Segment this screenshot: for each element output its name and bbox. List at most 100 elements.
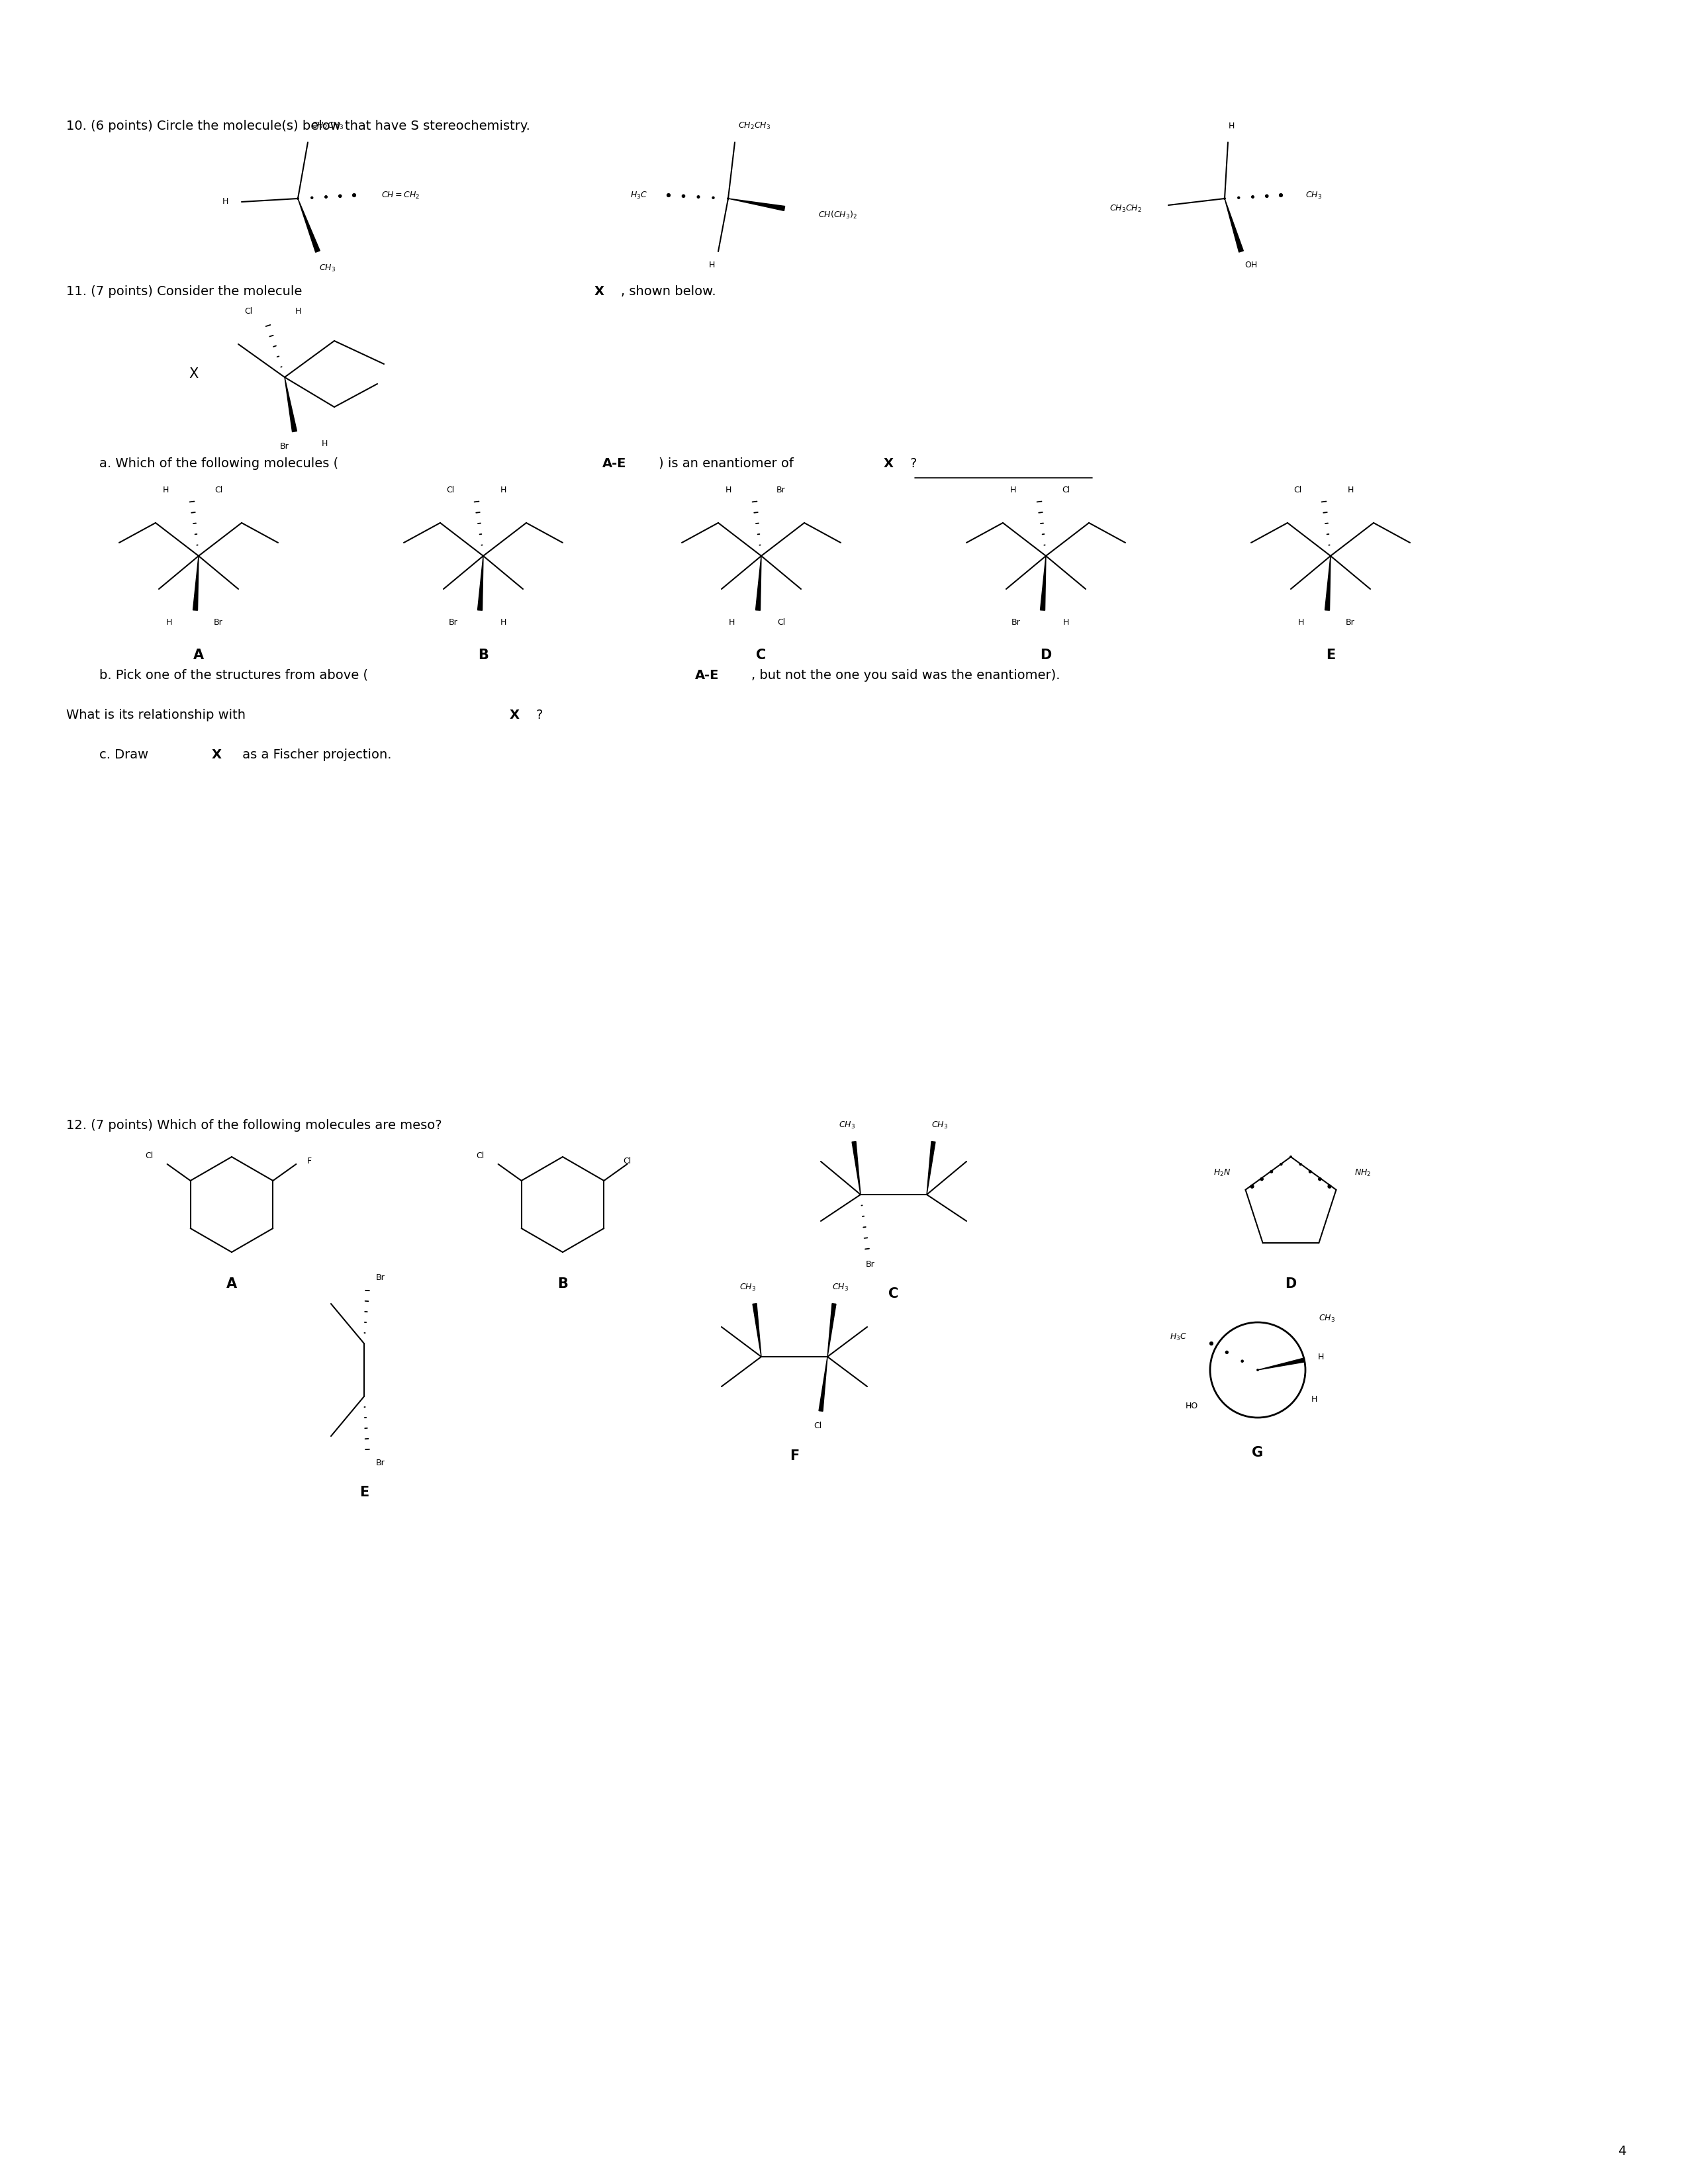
Circle shape: [1251, 197, 1254, 199]
Circle shape: [339, 194, 341, 197]
Text: Br: Br: [280, 443, 289, 452]
Text: OH: OH: [1244, 260, 1258, 269]
Text: as a Fischer projection.: as a Fischer projection.: [238, 749, 392, 760]
Text: H: H: [1009, 485, 1016, 494]
Circle shape: [682, 194, 685, 197]
Text: ?: ?: [537, 708, 544, 721]
Text: E: E: [360, 1485, 368, 1498]
Circle shape: [1271, 1171, 1273, 1173]
Polygon shape: [819, 1356, 827, 1411]
Text: Cl: Cl: [1062, 485, 1070, 494]
Text: , but not the one you said was the enantiomer).: , but not the one you said was the enant…: [751, 668, 1060, 681]
Circle shape: [1280, 194, 1283, 197]
Text: 10. (6 points) Circle the molecule(s) below that have S stereochemistry.: 10. (6 points) Circle the molecule(s) be…: [66, 120, 530, 131]
Polygon shape: [1325, 557, 1330, 609]
Text: Cl: Cl: [476, 1151, 484, 1160]
Text: F: F: [307, 1158, 312, 1164]
Text: $CH_2CH_3$: $CH_2CH_3$: [312, 120, 344, 131]
Text: H: H: [221, 197, 228, 205]
Text: 12. (7 points) Which of the following molecules are meso?: 12. (7 points) Which of the following mo…: [66, 1118, 442, 1131]
Text: H: H: [728, 618, 734, 627]
Text: B: B: [557, 1278, 567, 1291]
Text: G: G: [1252, 1446, 1263, 1459]
Text: C: C: [756, 649, 766, 662]
Text: HO: HO: [1185, 1402, 1198, 1411]
Circle shape: [697, 197, 699, 199]
Text: H: H: [1347, 485, 1354, 494]
Circle shape: [1225, 1352, 1229, 1354]
Text: $CH_3$: $CH_3$: [739, 1282, 756, 1293]
Circle shape: [324, 197, 327, 199]
Text: b. Pick one of the structures from above (: b. Pick one of the structures from above…: [100, 668, 368, 681]
Text: H: H: [1063, 618, 1069, 627]
Circle shape: [1261, 1177, 1263, 1182]
Text: X: X: [510, 708, 520, 721]
Text: Cl: Cl: [245, 306, 252, 314]
Polygon shape: [297, 199, 321, 253]
Text: ) is an enantiomer of: ) is an enantiomer of: [658, 456, 798, 470]
Polygon shape: [478, 557, 483, 609]
Text: Br: Br: [1345, 618, 1355, 627]
Text: Cl: Cl: [1293, 485, 1301, 494]
Text: Br: Br: [1011, 618, 1021, 627]
Polygon shape: [1224, 199, 1244, 251]
Text: c. Draw: c. Draw: [100, 749, 152, 760]
Text: H: H: [295, 306, 300, 314]
Text: $CH_2CH_3$: $CH_2CH_3$: [738, 120, 771, 131]
Text: $H_3C$: $H_3C$: [630, 190, 648, 201]
Text: Cl: Cl: [814, 1422, 822, 1431]
Text: Cl: Cl: [776, 618, 785, 627]
Text: X: X: [885, 456, 893, 470]
Text: Br: Br: [214, 618, 223, 627]
Text: Cl: Cl: [446, 485, 454, 494]
Polygon shape: [1040, 557, 1047, 609]
Text: a. Which of the following molecules (: a. Which of the following molecules (: [100, 456, 338, 470]
Text: $CH_3$: $CH_3$: [319, 262, 336, 273]
Polygon shape: [927, 1142, 935, 1195]
Text: What is its relationship with: What is its relationship with: [66, 708, 250, 721]
Text: H: H: [1312, 1396, 1317, 1404]
Text: H: H: [500, 485, 506, 494]
Text: A: A: [226, 1278, 236, 1291]
Text: 4: 4: [1617, 2145, 1626, 2158]
Text: 11. (7 points) Consider the molecule: 11. (7 points) Consider the molecule: [66, 284, 306, 297]
Circle shape: [1210, 1341, 1214, 1345]
Text: Br: Br: [776, 485, 785, 494]
Text: Br: Br: [449, 618, 457, 627]
Text: H: H: [162, 485, 169, 494]
Polygon shape: [852, 1142, 861, 1195]
Text: X: X: [594, 284, 604, 297]
Text: H: H: [726, 485, 731, 494]
Polygon shape: [285, 378, 297, 432]
Polygon shape: [1258, 1358, 1305, 1369]
Text: , shown below.: , shown below.: [621, 284, 716, 297]
Polygon shape: [756, 557, 761, 609]
Text: A-E: A-E: [695, 668, 719, 681]
Text: F: F: [790, 1450, 798, 1463]
Circle shape: [1266, 194, 1268, 197]
Text: Br: Br: [376, 1273, 385, 1282]
Polygon shape: [192, 557, 199, 609]
Text: $CH_3$: $CH_3$: [1318, 1313, 1335, 1324]
Text: $CH_3CH_2$: $CH_3CH_2$: [1109, 203, 1141, 214]
Text: E: E: [1325, 649, 1335, 662]
Circle shape: [667, 194, 670, 197]
Text: H: H: [321, 439, 327, 448]
Circle shape: [1251, 1186, 1254, 1188]
Text: Cl: Cl: [145, 1151, 154, 1160]
Text: H: H: [1298, 618, 1303, 627]
Text: Br: Br: [866, 1260, 874, 1269]
Text: ?: ?: [910, 456, 917, 470]
Polygon shape: [827, 1304, 836, 1356]
Text: Cl: Cl: [214, 485, 223, 494]
Circle shape: [1318, 1177, 1322, 1182]
Text: Cl: Cl: [623, 1158, 631, 1164]
Text: $CH(CH_3)_2$: $CH(CH_3)_2$: [819, 210, 858, 221]
Text: $CH{=}CH_2$: $CH{=}CH_2$: [381, 190, 420, 201]
Text: H: H: [1229, 122, 1234, 131]
Polygon shape: [753, 1304, 761, 1356]
Text: D: D: [1285, 1278, 1296, 1291]
Text: H: H: [165, 618, 172, 627]
Circle shape: [1328, 1186, 1332, 1188]
Text: D: D: [1040, 649, 1052, 662]
